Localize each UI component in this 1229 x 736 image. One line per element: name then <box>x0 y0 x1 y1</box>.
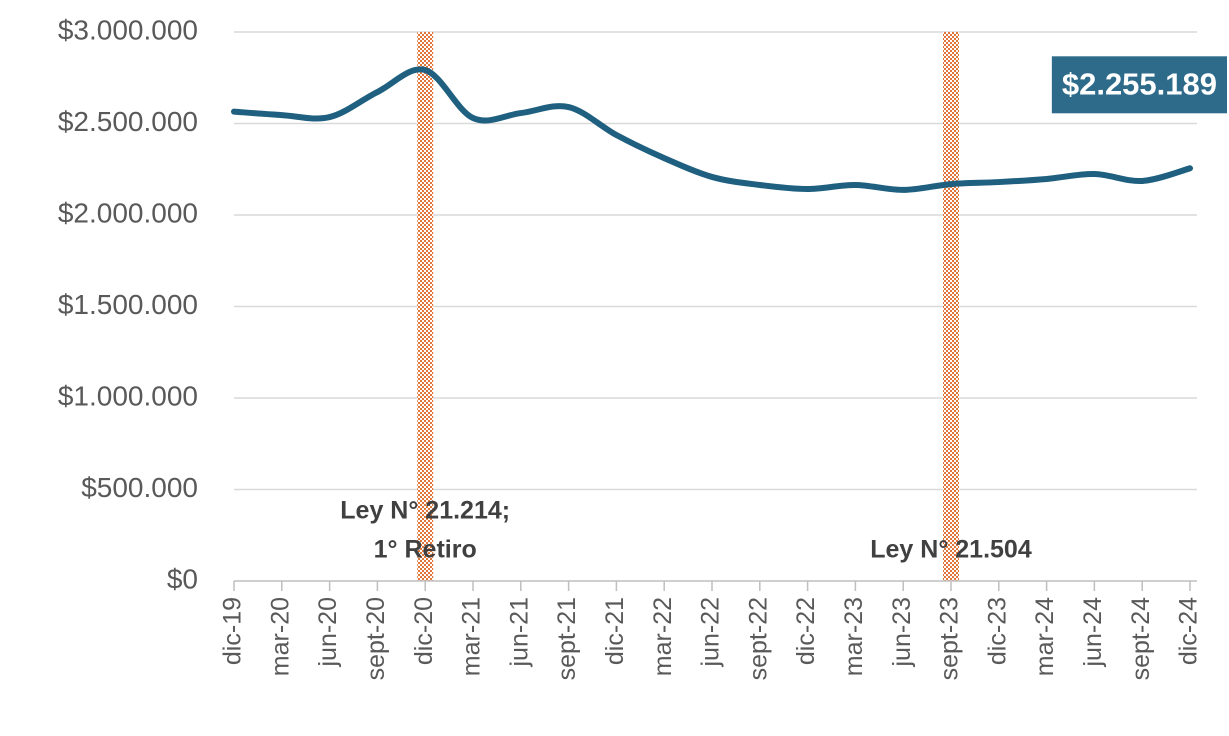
line <box>231 66 1193 193</box>
y-tick-label: $0 <box>167 563 198 594</box>
y-tick-label: $2.000.000 <box>58 197 198 228</box>
x-tick-label: mar-22 <box>649 597 677 676</box>
x-tick-label: jun-24 <box>1079 597 1107 668</box>
x-tick-label: dic-24 <box>1175 597 1203 665</box>
x-tick-label: sept-24 <box>1127 597 1155 680</box>
x-tick-label: jun-22 <box>697 597 725 668</box>
event-label: 1° Retiro <box>374 536 477 564</box>
x-tick-label: sept-23 <box>936 597 964 680</box>
event-band <box>943 32 959 581</box>
y-tick-label: $1.000.000 <box>58 380 198 411</box>
value-label: $2.255.189 <box>1051 56 1227 114</box>
event-label: Ley N° 21.504 <box>870 536 1032 564</box>
x-tick-label: dic-20 <box>410 597 438 665</box>
x-tick-label: dic-23 <box>983 597 1011 665</box>
x-tick-label: sept-22 <box>744 597 772 680</box>
x-tick-label: jun-23 <box>888 597 916 668</box>
y-tick-label: $1.500.000 <box>58 289 198 320</box>
y-tick-label: $500.000 <box>81 472 198 503</box>
x-tick-label: mar-23 <box>840 597 868 676</box>
x-tick-label: mar-20 <box>266 597 294 676</box>
x-tick-label: mar-21 <box>458 597 486 676</box>
x-tick-label: mar-24 <box>1031 597 1059 676</box>
x-tick-label: jun-20 <box>314 597 342 668</box>
x-tick-label: sept-21 <box>553 597 581 680</box>
event-band <box>417 32 434 581</box>
value-label-text: $2.255.189 <box>1062 66 1217 101</box>
x-tick-label: dic-21 <box>601 597 629 665</box>
value-label-box <box>1051 56 1227 114</box>
x-tick-label: jun-21 <box>505 597 533 668</box>
y-tick-label: $2.500.000 <box>58 106 198 137</box>
x-tick-label: sept-20 <box>362 597 390 680</box>
x-tick-label: dic-22 <box>792 597 820 665</box>
event-label: Ley N° 21.214; <box>340 497 510 525</box>
y-tick-label: $3.000.000 <box>58 14 198 45</box>
x-tick-label: dic-19 <box>219 597 247 665</box>
